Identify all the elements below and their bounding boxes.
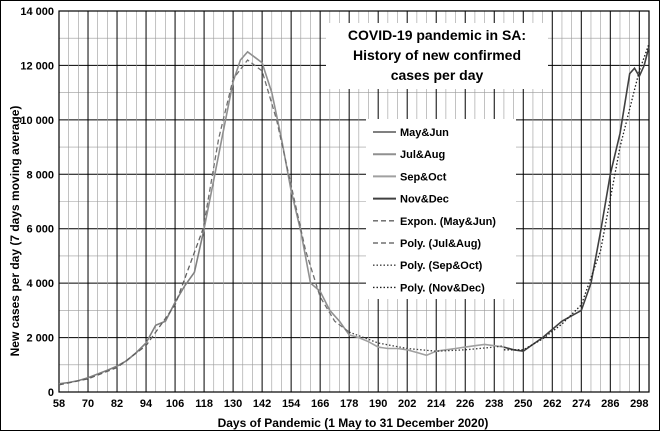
- series-line-5: [58, 225, 205, 386]
- legend-background: [366, 119, 516, 299]
- x-tick-label: 166: [311, 398, 329, 410]
- series-line-8: [503, 43, 650, 351]
- y-tick-labels: 0 2 000 4 000 6 000 8 000 10 000 12 000 14 000: [20, 6, 54, 399]
- x-tick-label: 70: [82, 398, 94, 410]
- x-tick-label: 250: [514, 398, 532, 410]
- x-axis-title: Days of Pandemic (1 May to 31 December 2…: [218, 416, 489, 430]
- legend-label: Poly. (Sep&Oct): [400, 260, 483, 272]
- series-line-6: [203, 59, 350, 333]
- series-line-4: [503, 46, 650, 353]
- y-tick-label: 0: [48, 387, 54, 399]
- series-line-3: [348, 334, 505, 357]
- x-tick-label: 130: [224, 398, 242, 410]
- chart-title-line-1: COVID-19 pandemic in SA:: [348, 27, 526, 43]
- chart-legend: May&Jun Jul&Aug Sep&Oct Nov&Dec Expon. (May&…: [366, 119, 516, 299]
- x-tick-label: 286: [601, 398, 619, 410]
- y-tick-label: 8 000: [26, 169, 54, 181]
- plot-area-border: [58, 10, 650, 393]
- x-tick-label: 274: [572, 398, 591, 410]
- x-tick-label: 178: [340, 398, 358, 410]
- series-line-7: [348, 331, 504, 352]
- x-tick-label: 82: [111, 398, 123, 410]
- series-line-2: [203, 50, 350, 336]
- title-background: [326, 23, 548, 89]
- legend-label: Nov&Dec: [400, 194, 449, 206]
- y-tick-label: 2 000: [26, 333, 54, 345]
- y-tick-label: 10 000: [20, 115, 54, 127]
- x-tick-label: 202: [398, 398, 416, 410]
- y-axis-title: New cases per day (7 days moving average…: [8, 106, 22, 357]
- x-tick-labels: 58 70 82 94 106 118 130 142 154 166 178 190 202 214 22…: [53, 398, 649, 410]
- x-tick-label: 58: [53, 398, 65, 410]
- chart-title-line-2: History of new confirmed: [353, 47, 521, 63]
- x-tick-label: 142: [253, 398, 271, 410]
- x-tick-label: 298: [630, 398, 648, 410]
- chart-title-box: COVID-19 pandemic in SA: History of new …: [326, 23, 548, 89]
- x-tick-label: 118: [195, 398, 213, 410]
- legend-label: Expon. (May&Jun): [400, 216, 496, 228]
- x-tick-label: 226: [456, 398, 474, 410]
- y-tick-label: 6 000: [26, 224, 54, 236]
- legend-label: Jul&Aug: [400, 149, 445, 161]
- y-tick-label: 14 000: [20, 6, 54, 18]
- x-tick-label: 94: [140, 398, 153, 410]
- legend-label: May&Jun: [400, 127, 449, 139]
- legend-label: Poly. (Jul&Aug): [400, 238, 481, 250]
- x-tick-label: 214: [427, 398, 446, 410]
- x-tick-label: 238: [485, 398, 503, 410]
- x-tick-label: 154: [282, 398, 301, 410]
- x-tick-label: 106: [166, 398, 184, 410]
- legend-label: Poly. (Nov&Dec): [400, 282, 485, 294]
- series-layer: [58, 43, 650, 386]
- chart-title-line-3: cases per day: [391, 67, 484, 83]
- series-line-1: [58, 228, 205, 385]
- x-tick-label: 262: [543, 398, 561, 410]
- y-tick-label: 4 000: [26, 278, 54, 290]
- x-tick-label: 190: [369, 398, 387, 410]
- y-tick-label: 12 000: [20, 60, 54, 72]
- legend-label: Sep&Oct: [400, 171, 447, 183]
